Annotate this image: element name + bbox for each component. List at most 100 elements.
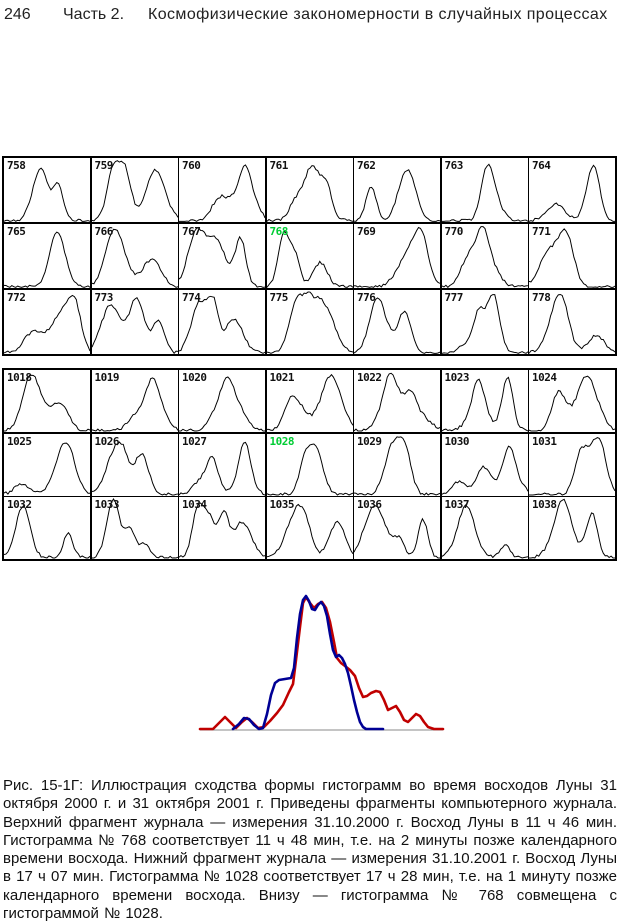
histogram-number: 762 [357,159,376,172]
histogram-cell-772: 772 [4,289,90,354]
histogram-number: 1031 [532,434,557,448]
mini-histogram-trace [4,442,90,495]
histogram-cell-1026: 1026 [91,433,178,496]
histogram-number: 1022 [357,371,382,384]
mini-histogram-trace [4,231,90,288]
histogram-number: 1026 [94,434,120,448]
histogram-cell-1025: 1025 [4,433,90,496]
histogram-number: 773 [94,290,114,304]
mini-histogram-trace [354,435,440,496]
mini-histogram-trace [441,504,528,559]
histogram-number: 769 [357,224,376,238]
histogram-number: 1038 [532,498,557,511]
mini-histogram-trace [354,372,440,432]
mini-histogram-trace [91,498,178,559]
histogram-cell-1018: 1018 [4,370,90,432]
histogram-cell-1024: 1024 [529,370,615,432]
mini-histogram-trace [529,164,615,222]
mini-histogram-trace [4,504,90,559]
histogram-cell-1035: 1035 [266,497,353,559]
histogram-grid-upper: 758 759 760 761 762 763 764 765 766 767 768 769 770 7… [2,156,617,356]
histogram-cell-770: 770 [441,223,528,289]
histogram-cell-773: 773 [91,289,178,354]
histogram-cell-1028: 1028 [266,433,353,496]
histogram-number: 1018 [7,371,32,384]
mini-histogram-trace [441,376,528,432]
mini-histogram-trace [179,226,265,288]
histogram-number: 1019 [94,371,120,384]
histogram-cell-762: 762 [354,158,440,223]
histogram-number: 1024 [532,371,557,384]
histogram-cell-1037: 1037 [441,497,528,559]
histogram-cell-767: 767 [179,223,265,289]
histogram-number: 1035 [269,498,295,511]
histogram-number: 770 [444,224,464,238]
mini-histogram-trace [529,375,615,432]
histogram-number: 1034 [182,498,207,511]
histogram-number: 777 [444,290,464,304]
histogram-cell-774: 774 [179,289,265,354]
histogram-number: 1028 [269,434,295,448]
histogram-number: 765 [7,224,26,238]
overlay-chart [198,594,445,731]
mini-histogram-trace [4,294,90,354]
mini-histogram-trace [179,441,265,495]
red-curve [198,595,445,731]
histogram-number: 1033 [94,498,120,511]
mini-histogram-trace [354,505,440,559]
mini-histogram-trace [529,227,615,288]
mini-histogram-trace [179,295,265,354]
histogram-number: 768 [269,224,289,238]
chapter-title: Космофизические закономерности в случайн… [148,6,608,23]
histogram-grid-lower: 1018 1019 1020 1021 1022 1023 1024 1025 1026 1027… [2,368,617,561]
histogram-number: 761 [269,159,289,172]
histogram-number: 759 [94,159,114,172]
histogram-cell-771: 771 [529,223,615,289]
mini-histogram-trace [91,228,178,288]
page-header: 246 Часть 2. Космофизические закономерно… [4,6,616,24]
mini-histogram-trace [354,169,440,222]
mini-histogram-trace [354,297,440,354]
mini-histogram-trace [266,291,353,354]
histogram-cell-760: 760 [179,158,265,223]
histogram-cell-759: 759 [91,158,178,223]
histogram-cell-1020: 1020 [179,370,265,432]
histogram-cell-778: 778 [529,289,615,354]
histogram-cell-777: 777 [441,289,528,354]
histogram-number: 764 [532,159,551,172]
histogram-number: 1030 [444,434,470,448]
mini-histogram-trace [529,293,615,354]
histogram-cell-1019: 1019 [91,370,178,432]
histogram-cell-764: 764 [529,158,615,223]
histogram-number: 1027 [182,434,207,448]
mini-histogram-trace [441,445,528,495]
histogram-cell-761: 761 [266,158,353,223]
figure-caption: Рис. 15-1Г: Иллюстрация сходства формы г… [3,777,617,923]
mini-histogram-trace [91,440,178,496]
blue-curve [231,594,385,731]
histogram-cell-763: 763 [441,158,528,223]
histogram-number: 771 [532,224,551,238]
histogram-number: 775 [269,290,289,304]
histogram-number: 1032 [7,498,32,511]
mini-histogram-trace [266,503,353,558]
histogram-cell-769: 769 [354,223,440,289]
mini-histogram-trace [354,226,440,288]
histogram-cell-768: 768 [266,223,353,289]
mini-histogram-trace [179,376,265,432]
histogram-cell-1030: 1030 [441,433,528,496]
mini-histogram-trace [4,374,90,432]
histogram-cell-1023: 1023 [441,370,528,432]
histogram-number: 778 [532,290,551,304]
page-number: 246 [4,6,31,23]
mini-histogram-trace [441,163,528,222]
histogram-number: 1020 [182,371,207,384]
histogram-number: 767 [182,224,201,238]
histogram-cell-1029: 1029 [354,433,440,496]
mini-histogram-trace [4,167,90,222]
mini-histogram-trace [266,230,353,288]
mini-histogram-trace [91,160,178,222]
mini-histogram-trace [91,377,178,432]
histogram-number: 772 [7,290,26,304]
histogram-cell-765: 765 [4,223,90,289]
